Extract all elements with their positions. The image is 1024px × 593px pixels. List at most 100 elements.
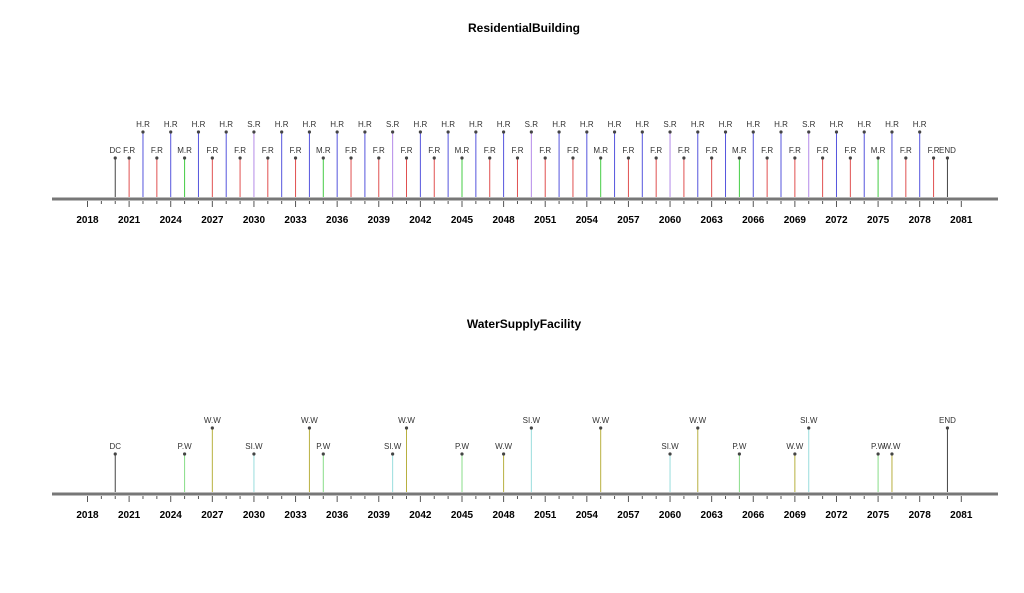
event-marker <box>266 156 270 160</box>
event-label: F.R <box>844 146 856 155</box>
event-label: SI.W <box>384 442 402 451</box>
event-label: H.R <box>857 120 871 129</box>
event-label: H.R <box>608 120 622 129</box>
tick-label: 2063 <box>701 215 724 226</box>
event-label: W.W <box>204 416 221 425</box>
event-marker <box>252 130 256 134</box>
event-label: SI.W <box>245 442 263 451</box>
event-label: H.R <box>136 120 150 129</box>
tick-label: 2024 <box>160 215 183 226</box>
event-marker <box>321 156 325 160</box>
event-label: S.R <box>525 120 539 129</box>
event-label: W.W <box>495 442 512 451</box>
event-marker <box>931 156 936 160</box>
event-marker <box>585 130 589 134</box>
tick-label: 2018 <box>76 510 99 521</box>
event-label: S.R <box>247 120 261 129</box>
event-marker <box>307 130 312 134</box>
event-marker <box>280 130 284 134</box>
event-label: S.R <box>386 120 400 129</box>
event-label: P.W <box>732 442 747 451</box>
event-label: H.R <box>164 120 178 129</box>
tick-label: 2075 <box>867 215 890 226</box>
event-marker <box>293 156 298 160</box>
tick-label: 2042 <box>409 510 432 521</box>
event-marker <box>571 156 575 160</box>
event-label: F.R <box>401 146 413 155</box>
event-label: H.R <box>469 120 483 129</box>
event-label: H.R <box>413 120 427 129</box>
event-label: H.R <box>580 120 594 129</box>
event-label: P.W <box>316 442 331 451</box>
event-label: M.R <box>732 146 747 155</box>
event-marker <box>113 156 117 160</box>
tick-label: 2033 <box>284 510 307 521</box>
event-marker <box>182 452 187 456</box>
event-marker <box>502 130 506 134</box>
event-marker <box>210 156 214 160</box>
event-marker <box>807 426 811 430</box>
tick-label: 2024 <box>160 510 183 521</box>
event-label: F.R <box>650 146 662 155</box>
event-marker <box>654 156 658 160</box>
event-label: W.W <box>301 416 318 425</box>
event-marker <box>196 130 201 134</box>
event-marker <box>460 452 464 456</box>
tick-label: 2033 <box>284 215 307 226</box>
event-marker <box>876 156 880 160</box>
event-label: SI.W <box>661 442 679 451</box>
event-marker <box>543 156 547 160</box>
tick-label: 2066 <box>742 215 765 226</box>
event-marker <box>640 130 644 134</box>
event-marker <box>668 130 672 134</box>
event-marker <box>349 156 353 160</box>
tick-label: 2060 <box>659 510 682 521</box>
event-label: H.R <box>358 120 372 129</box>
event-label: F.R <box>373 146 385 155</box>
event-label: P.W <box>455 442 470 451</box>
event-label: H.R <box>303 120 317 129</box>
event-label: H.R <box>192 120 206 129</box>
event-marker <box>668 452 672 456</box>
tick-label: 2069 <box>784 215 807 226</box>
event-marker <box>848 156 852 160</box>
event-label: H.R <box>275 120 289 129</box>
tick-label: 2018 <box>76 215 99 226</box>
event-label: M.R <box>871 146 886 155</box>
event-label: F.R <box>345 146 357 155</box>
event-marker <box>807 130 811 134</box>
event-marker <box>155 156 159 160</box>
event-marker <box>918 130 922 134</box>
event-label: F.R <box>206 146 218 155</box>
tick-label: 2036 <box>326 215 349 226</box>
event-marker <box>751 130 755 134</box>
residential-building-title: ResidentialBuilding <box>468 21 580 35</box>
tick-label: 2027 <box>201 215 224 226</box>
event-marker <box>377 156 381 160</box>
event-label: F.R <box>678 146 690 155</box>
tick-label: 2051 <box>534 510 557 521</box>
event-marker <box>599 426 603 430</box>
residential-building-panel: ResidentialBuilding 2018 2021 2024 2027 2030… <box>52 21 998 226</box>
event-marker <box>904 156 908 160</box>
event-label: F.R <box>928 146 940 155</box>
event-label: H.R <box>219 120 233 129</box>
event-marker <box>793 452 797 456</box>
tick-label: 2039 <box>368 510 391 521</box>
tick-label: 2069 <box>784 510 807 521</box>
event-marker <box>779 130 783 134</box>
event-marker <box>945 156 950 160</box>
event-marker <box>113 452 117 456</box>
event-marker <box>682 156 686 160</box>
event-marker <box>238 156 242 160</box>
tick-label: 2081 <box>950 510 973 521</box>
event-marker <box>765 156 769 160</box>
event-label: F.R <box>484 146 496 155</box>
event-label: M.R <box>177 146 192 155</box>
event-label: F.R <box>262 146 274 155</box>
event-marker <box>169 130 173 134</box>
event-marker <box>418 130 422 134</box>
event-marker <box>182 156 187 160</box>
tick-label: 2078 <box>909 215 932 226</box>
event-label: P.W <box>871 442 886 451</box>
